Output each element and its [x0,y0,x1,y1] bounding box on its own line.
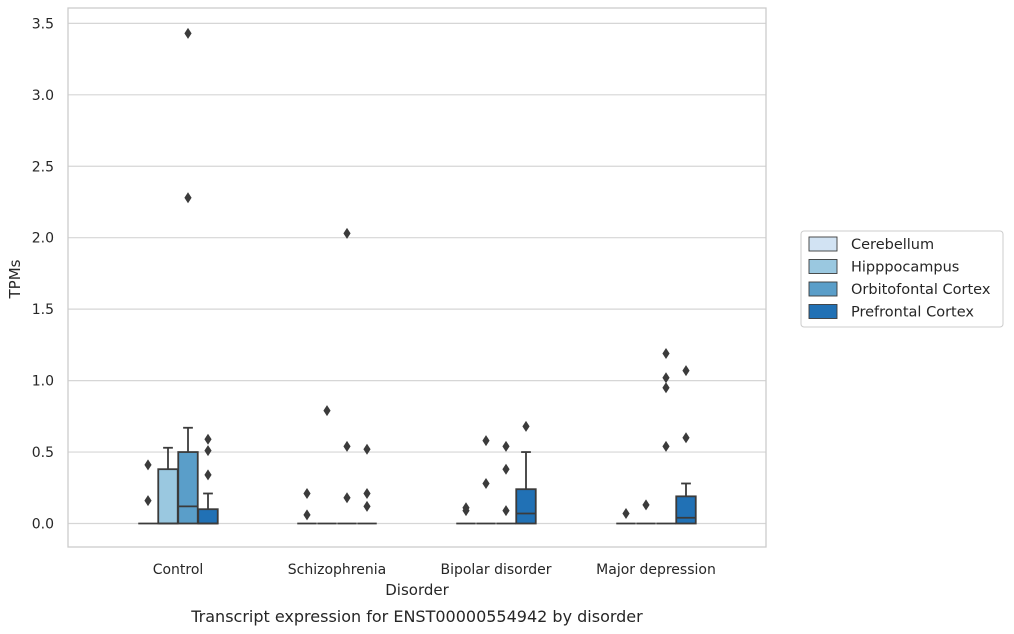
y-tick-label: 0.5 [32,445,54,461]
box-group [476,435,496,525]
y-axis-title: TPMs [6,259,24,299]
y-tick-labels: 0.0 0.5 1.0 1.5 2.0 2.5 3.0 3.5 [32,16,54,532]
y-tick-label: 3.0 [32,88,54,104]
outlier-point [343,440,351,452]
outlier-point [323,405,331,417]
x-tick-label: Major depression [596,562,716,578]
y-tick-label: 0.0 [32,517,54,533]
outlier-point [144,495,152,507]
outlier-point [343,492,351,504]
box-group [656,347,676,525]
outlier-point [184,192,192,204]
box-group [337,227,357,525]
legend-label: Orbitofontal Cortex [851,282,991,298]
outlier-point [363,500,371,512]
outlier-point [363,487,371,499]
box-group [157,446,179,525]
outlier-point [462,502,470,514]
box-group [515,420,537,525]
box-group [197,433,219,525]
box-group [357,443,377,525]
outlier-point [642,499,650,511]
box-group [636,499,656,525]
box-group [138,459,158,525]
y-tick-label: 1.0 [32,374,54,390]
outlier-point [363,443,371,455]
legend-label: Hipppocampus [851,260,959,276]
box-group [496,440,516,525]
outlier-point [482,435,490,447]
outlier-point [303,509,311,521]
outlier-point [343,227,351,239]
outlier-point [682,432,690,444]
y-tick-label: 2.0 [32,231,54,247]
box-body [197,508,219,525]
outlier-point [184,27,192,39]
x-tick-label: Control [153,562,204,578]
outlier-point [662,382,670,394]
legend-swatch [808,236,838,252]
outlier-point [662,372,670,384]
box-group [297,487,317,525]
x-tick-label: Schizophrenia [288,562,386,578]
box-body [675,495,697,525]
outlier-point [682,365,690,377]
outlier-point [662,347,670,359]
box-plot-marks [138,27,697,525]
outlier-point [662,440,670,452]
legend-frame [800,230,1004,328]
outlier-point [522,420,530,432]
legend-label: Prefrontal Cortex [851,305,974,321]
box-body [177,451,199,525]
outlier-point [204,469,212,481]
outlier-point [622,507,630,519]
legend-swatch [808,304,838,319]
outlier-point [204,433,212,445]
outlier-point [204,445,212,457]
chart-caption: Transcript expression for ENST0000055494… [190,607,643,626]
plot-frame [67,7,767,548]
legend-swatch [808,281,838,297]
outlier-point [502,505,510,517]
y-tick-label: 3.5 [32,16,54,32]
box-body [515,488,537,525]
x-tick-label: Bipolar disorder [440,562,551,578]
outlier-point [144,459,152,471]
box-group [317,405,337,525]
x-axis-title: Disorder [385,581,449,599]
box-group [616,507,636,525]
y-tick-label: 2.5 [32,159,54,175]
box-group [177,27,199,525]
outlier-point [303,487,311,499]
outlier-point [482,477,490,489]
box-group [456,502,476,525]
legend-swatch [808,259,838,274]
outlier-point [502,463,510,475]
y-tick-label: 1.5 [32,302,54,318]
box-body [157,468,179,525]
legend: Cerebellum Hipppocampus Orbitofontal Corte… [800,230,1004,328]
legend-label: Cerebellum [851,237,934,253]
outlier-point [502,440,510,452]
x-tick-labels: Control Schizophrenia Bipolar disorder Majo… [153,562,716,578]
box-group [675,365,697,525]
